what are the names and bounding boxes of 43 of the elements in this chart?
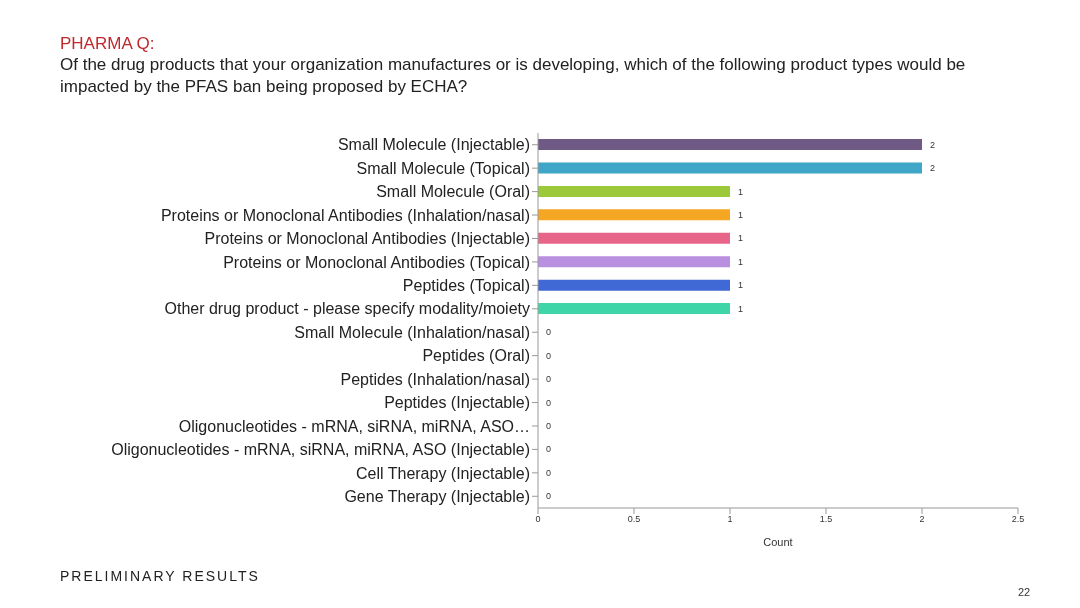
data-label: 0: [546, 444, 552, 455]
y-tick-label: Oligonucleotides - mRNA, siRNA, miRNA, ASO…: [178, 417, 530, 435]
data-label: 1: [738, 303, 744, 314]
x-tick-label: 2.5: [1011, 514, 1025, 525]
x-axis-title: Count: [763, 536, 793, 548]
y-tick-label: Peptides (Injectable): [384, 394, 530, 412]
data-label: 0: [546, 420, 552, 431]
y-tick-label: Proteins or Monoclonal Antibodies (Topical): [223, 253, 530, 271]
x-tick-label: 1.5: [819, 514, 833, 525]
y-tick-label: Cell Therapy (Injectable): [355, 464, 530, 482]
data-label: 0: [546, 350, 552, 361]
y-tick-label: Proteins or Monoclonal Antibodies (Inhalation/nasal): [160, 206, 530, 224]
y-tick-label: Proteins or Monoclonal Antibodies (Injectable): [204, 230, 530, 248]
y-tick-label: Small Molecule (Injectable): [337, 136, 530, 154]
data-label: 1: [738, 186, 744, 197]
data-label: 0: [546, 467, 552, 478]
x-tick-label: 1: [727, 514, 733, 525]
y-tick-label: Small Molecule (Oral): [376, 183, 530, 201]
text: 22: [1018, 586, 1031, 598]
y-tick-label: Other drug product - please specify modality/moiety: [164, 300, 530, 318]
data-label: 2: [930, 163, 936, 174]
y-tick-label: Oligonucleotides - mRNA, siRNA, miRNA, ASO (Injectable): [111, 441, 530, 459]
data-label: 1: [738, 210, 744, 221]
data-label: 2: [930, 139, 936, 150]
x-tick-label: 2: [919, 514, 925, 525]
text: PHARMA Q:: [60, 34, 156, 54]
y-tick-label: Peptides (Topical): [402, 277, 530, 295]
x-tick-label: 0: [535, 514, 541, 525]
y-tick-label: Small Molecule (Inhalation/nasal): [294, 323, 530, 341]
data-label: 0: [546, 397, 552, 408]
y-tick-label: Peptides (Inhalation/nasal): [340, 370, 530, 388]
text: PRELIMINARY RESULTS: [60, 568, 260, 584]
data-label: 0: [546, 491, 552, 502]
y-tick-label: Peptides (Oral): [422, 347, 530, 365]
y-tick-label: Gene Therapy (Injectable): [344, 487, 530, 505]
x-tick-label: 0.5: [627, 514, 641, 525]
data-label: 1: [738, 280, 744, 291]
data-label: 1: [738, 233, 744, 244]
data-label: 1: [738, 256, 744, 267]
chart-subtitle: Of the drug products that your organization manufactures or is developing, which of the following product types would be impacted by the PFAS ban being proposed by ECHA?: [60, 54, 967, 98]
data-label: 0: [546, 374, 552, 385]
y-tick-label: Small Molecule (Topical): [356, 159, 530, 177]
data-label: 0: [546, 327, 552, 338]
